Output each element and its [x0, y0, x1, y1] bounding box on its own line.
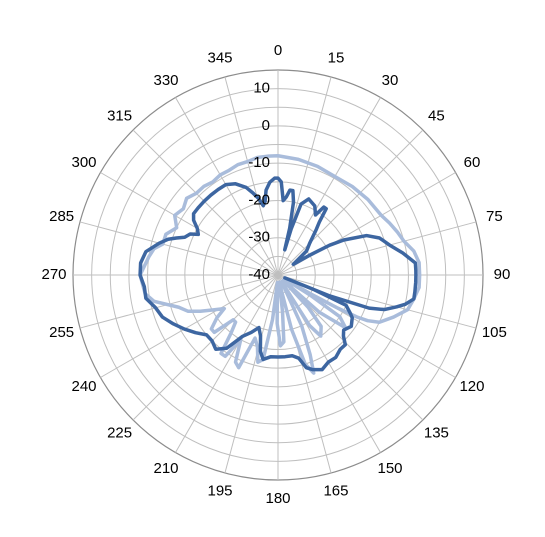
angle-tick-label: 90: [494, 266, 511, 283]
grid-spoke: [277, 274, 477, 329]
angle-tick-label: 0: [274, 42, 282, 59]
angle-tick-label: 195: [208, 482, 233, 499]
angle-tick-label: 180: [265, 490, 290, 507]
grid-spoke: [224, 76, 279, 276]
radial-tick-label: 10: [253, 80, 270, 97]
series-line: [138, 153, 422, 375]
angle-tick-label: 345: [208, 50, 233, 67]
series-layer: [138, 153, 422, 375]
angle-tick-label: 285: [49, 208, 74, 225]
angle-tick-label: 165: [323, 482, 348, 499]
radial-tick-label: -20: [248, 191, 270, 208]
angle-tick-label: 255: [49, 324, 74, 341]
angle-tick-label: 240: [71, 378, 96, 395]
angle-tick-label: 30: [382, 72, 399, 89]
grid-spoke: [100, 172, 279, 276]
angle-tick-label: 225: [107, 424, 132, 441]
angle-tick-label: 315: [107, 108, 132, 125]
grid-spoke: [132, 274, 279, 421]
grid-spoke: [277, 221, 477, 276]
angle-tick-label: 45: [428, 108, 445, 125]
grid-spoke: [277, 129, 424, 276]
grid-spoke: [175, 274, 279, 453]
grid-spoke: [79, 221, 279, 276]
radial-tick-label: 0: [262, 117, 270, 134]
grid-spoke: [100, 274, 279, 378]
grid-spoke: [224, 274, 279, 474]
angle-tick-label: 330: [153, 72, 178, 89]
angle-tick-label: 15: [328, 50, 345, 67]
grid-spoke: [277, 97, 381, 276]
grid-spoke: [79, 274, 279, 329]
angle-tick-label: 120: [459, 378, 484, 395]
tick-labels: 0 15 30 45 60 75 90 105 120 135 150 165 180 195 210 225…: [41, 42, 510, 507]
polar-grid: [72, 69, 484, 481]
angle-tick-label: 210: [153, 460, 178, 477]
angle-tick-label: 75: [486, 208, 503, 225]
angle-tick-label: 150: [377, 460, 402, 477]
angle-tick-label: 270: [41, 266, 66, 283]
angle-tick-label: 300: [71, 154, 96, 171]
angle-tick-label: 105: [482, 324, 507, 341]
radial-tick-label: -10: [248, 154, 270, 171]
angle-tick-label: 60: [464, 154, 481, 171]
series-line: [138, 176, 418, 372]
angle-tick-label: 135: [424, 424, 449, 441]
grid-spoke: [132, 129, 279, 276]
radial-tick-label: -30: [248, 229, 270, 246]
radial-tick-label: -40: [248, 266, 270, 283]
